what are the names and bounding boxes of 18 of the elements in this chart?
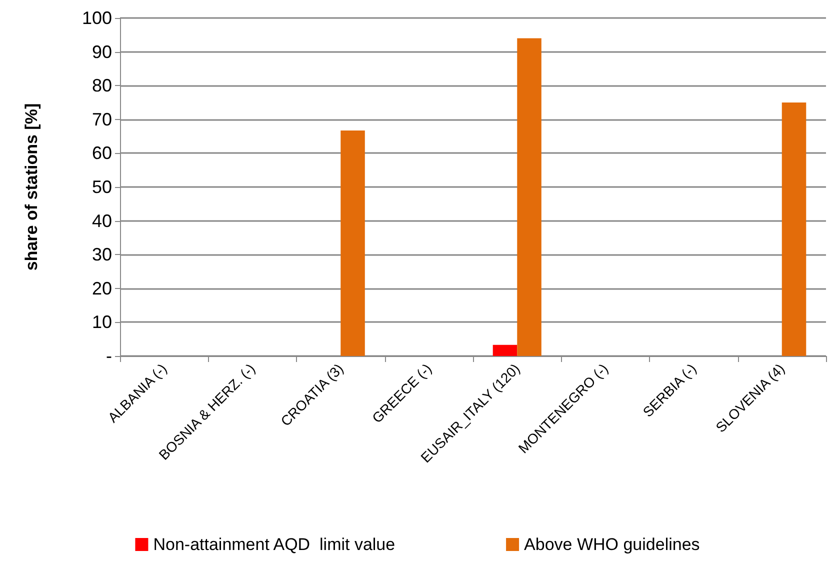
y-tick-label: 80 <box>92 76 112 96</box>
y-tick-label: 30 <box>92 244 112 265</box>
y-tick-label: 100 <box>82 8 112 28</box>
y-axis-title: share of stations [%] <box>22 103 41 271</box>
y-tick-label: 90 <box>92 42 112 62</box>
legend-label: Non-attainment AQD limit value <box>153 535 396 554</box>
y-tick-label: - <box>106 346 112 366</box>
legend-label: Above WHO guidelines <box>524 535 700 554</box>
y-tick-label: 10 <box>92 312 112 332</box>
y-tick-label: 60 <box>92 143 112 164</box>
y-tick-label: 20 <box>92 278 112 298</box>
bar <box>517 38 542 356</box>
y-tick-label: 50 <box>92 177 112 197</box>
bar <box>340 130 365 356</box>
bar <box>782 102 806 356</box>
bar <box>492 344 518 356</box>
y-tick-label: 40 <box>92 210 112 231</box>
y-tick-label: 70 <box>92 109 112 130</box>
